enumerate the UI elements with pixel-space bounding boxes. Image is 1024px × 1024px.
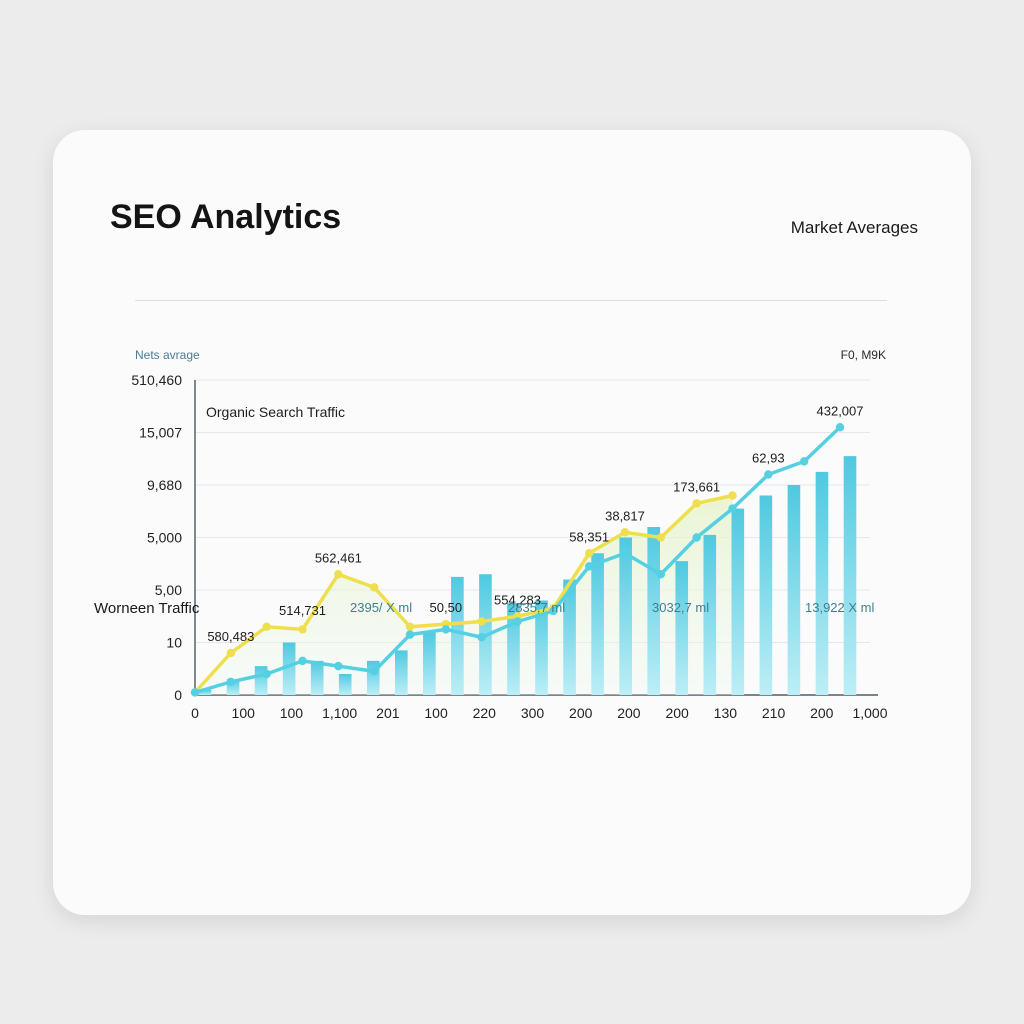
x-tick-label: 300 [521,705,545,721]
corner-label-left: Nets avrage [135,348,200,362]
data-label: 50,50 [430,600,463,615]
y-tick-label: 0 [174,687,182,703]
series-point [656,570,666,579]
y-tick-label: 5,00 [155,582,182,598]
y-tick-label: 5,000 [147,530,182,546]
series-point [549,606,558,616]
corner-label-right: F0, M9K [841,348,886,362]
x-tick-label: 1,100 [322,705,357,721]
series-point [620,528,630,537]
series-point [728,491,737,500]
y-tick-label: 510,460 [131,372,182,388]
x-tick-label: 200 [810,705,834,721]
series-point [835,423,845,432]
y-tick-label: 9,680 [147,477,182,493]
bar [535,600,548,695]
footer-value-3: 3032,7 ml [652,600,710,615]
chart-annotation: Organic Search Traffic [206,404,345,420]
footer-value-2: 2835,7 ml [508,600,566,615]
bar [703,534,717,695]
market-averages-label: Market Averages [790,218,918,237]
series-point [262,622,271,631]
divider [135,300,887,301]
data-label: 514,731 [279,603,326,618]
bar [563,579,576,695]
series-point [584,549,594,558]
bar [591,553,604,695]
series-point [656,533,666,542]
x-tick-label: 220 [473,705,497,721]
x-tick-label: 1,000 [852,705,887,721]
x-tick-label: 200 [665,705,689,721]
series-point [728,504,737,513]
x-tick-label: 130 [714,705,738,721]
series-point [405,630,415,639]
data-label: 554,283 [494,592,541,607]
series-point [334,570,343,579]
series-point [513,617,522,626]
data-label: 432,007 [817,403,864,418]
bar [282,642,296,695]
x-tick-label: 200 [569,705,593,721]
series-point [226,677,236,687]
bar [198,689,212,695]
bar [815,471,829,695]
data-label: 62,93 [752,451,785,466]
series-point [477,617,486,626]
series-point [298,656,307,666]
x-tick-label: 100 [280,705,304,721]
series-point [799,457,809,466]
x-tick-label: 210 [762,705,786,721]
series-point [405,622,415,631]
series-point [334,661,343,671]
series-point [584,562,594,571]
bar [338,674,352,695]
y-tick-label: 10 [166,635,182,651]
x-tick-label: 200 [617,705,641,721]
bar [423,632,436,695]
series-point [692,499,701,508]
x-tick-label: 0 [191,705,199,721]
series-point [477,633,486,642]
y-tick-label: 15,007 [139,425,182,441]
x-tick-label: 100 [232,705,256,721]
data-label: 58,351 [569,529,609,544]
bar [619,537,632,695]
series-point [692,533,701,542]
footer-label: Worneen Traffic [94,600,200,617]
bar [451,576,464,695]
footer-value-1: 2395/ X ml [350,600,413,615]
series-point [298,625,307,634]
x-tick-label: 201 [376,705,400,721]
bar [675,561,689,695]
data-label: 38,817 [605,508,645,523]
data-label: 173,661 [673,479,720,494]
data-label: 580,483 [207,629,254,644]
data-label: 562,461 [315,550,362,565]
series-point [369,583,379,592]
x-tick-label: 100 [424,705,448,721]
page-title: SEO Analytics [110,198,342,236]
bar [394,650,408,695]
bar [787,485,801,695]
series-point [226,648,236,658]
series-point [620,549,630,558]
bar [310,660,324,695]
series-point [190,688,200,697]
bar [731,508,745,695]
bar [759,495,773,695]
bar [843,456,857,695]
series-point [369,667,379,676]
series-point [441,625,451,634]
series-point [764,470,773,479]
series-point [262,669,271,679]
footer-value-4: 13,922 X ml [805,600,875,615]
series-line [193,493,735,695]
